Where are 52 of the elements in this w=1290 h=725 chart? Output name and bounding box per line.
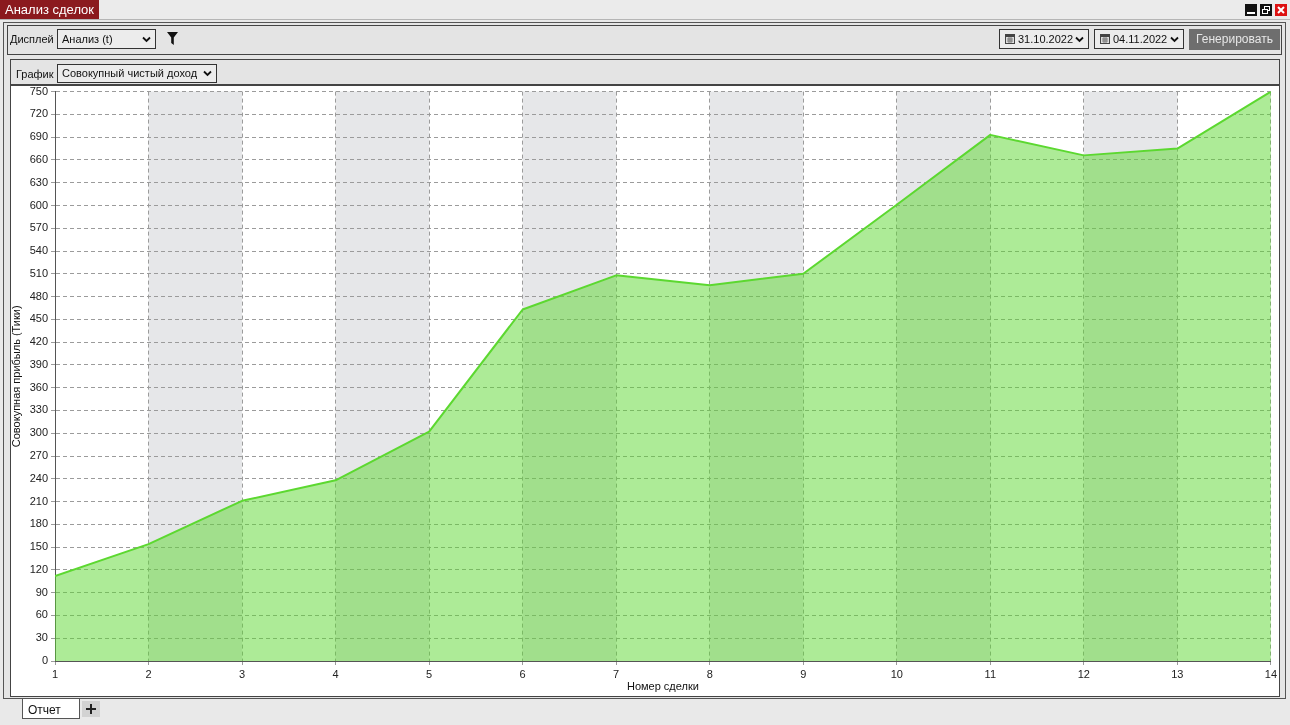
y-tick-label: 540 [29,244,48,257]
report-tab: Отчет [22,699,80,719]
y-tick-label: 90 [35,585,48,598]
x-tick-label: 14 [1264,667,1278,680]
x-tick-label: 6 [519,667,526,680]
y-tick-label: 600 [29,198,48,211]
display-select: Анализ (t) [57,29,156,49]
x-tick-label: 8 [706,667,713,680]
y-tick-label: 450 [29,312,48,325]
y-tick-label: 690 [29,130,48,143]
y-axis-title: Совокупная прибыль (Тики) [9,305,22,448]
y-tick-label: 120 [29,562,48,575]
y-tick-label: 210 [29,494,48,507]
y-tick-label: 0 [41,654,48,667]
text: Дисплей [10,33,54,45]
y-tick-label: 300 [29,426,48,439]
y-tick-label: 720 [29,107,48,120]
y-tick-label: 630 [29,175,48,188]
y-tick-label: 240 [29,471,48,484]
x-tick-label: 7 [613,667,620,680]
x-axis-title: Номер сделки [626,680,699,693]
y-tick-label: 420 [29,335,48,348]
y-tick-label: 30 [35,631,48,644]
y-tick-label: 510 [29,266,48,279]
y-tick-label: 60 [35,608,48,621]
chart-title: Анализ сделок [5,2,95,17]
y-tick-label: 180 [29,517,48,530]
x-tick-label: 9 [800,667,807,680]
y-tick-label: 570 [29,221,48,234]
x-tick-label: 2 [145,667,152,680]
start-date-field: 31.10.2022 [999,29,1089,49]
y-tick-label: 150 [29,540,48,553]
x-tick-label: 3 [239,667,246,680]
end-date-field: 04.11.2022 [1094,29,1184,49]
y-tick-label: 330 [29,403,48,416]
y-tick-label: 390 [29,357,48,370]
chart-select: Совокупный чистый доход [57,64,217,83]
x-tick-label: 11 [984,667,997,680]
x-tick-label: 1 [51,667,59,680]
x-tick-label: 13 [1171,667,1184,680]
x-tick-label: 5 [426,667,433,680]
y-tick-label: 480 [29,289,48,302]
text: График [16,68,54,80]
window-title-tab: Анализ сделок [0,0,100,19]
generate-button: Генерировать [1189,29,1280,50]
x-tick-label: 4 [332,667,339,680]
y-tick-label: 360 [29,380,48,393]
y-tick-label: 750 [29,84,48,97]
y-tick-label: 270 [29,449,48,462]
x-tick-label: 10 [890,667,903,680]
y-tick-label: 660 [29,152,48,165]
x-tick-label: 12 [1077,667,1090,680]
